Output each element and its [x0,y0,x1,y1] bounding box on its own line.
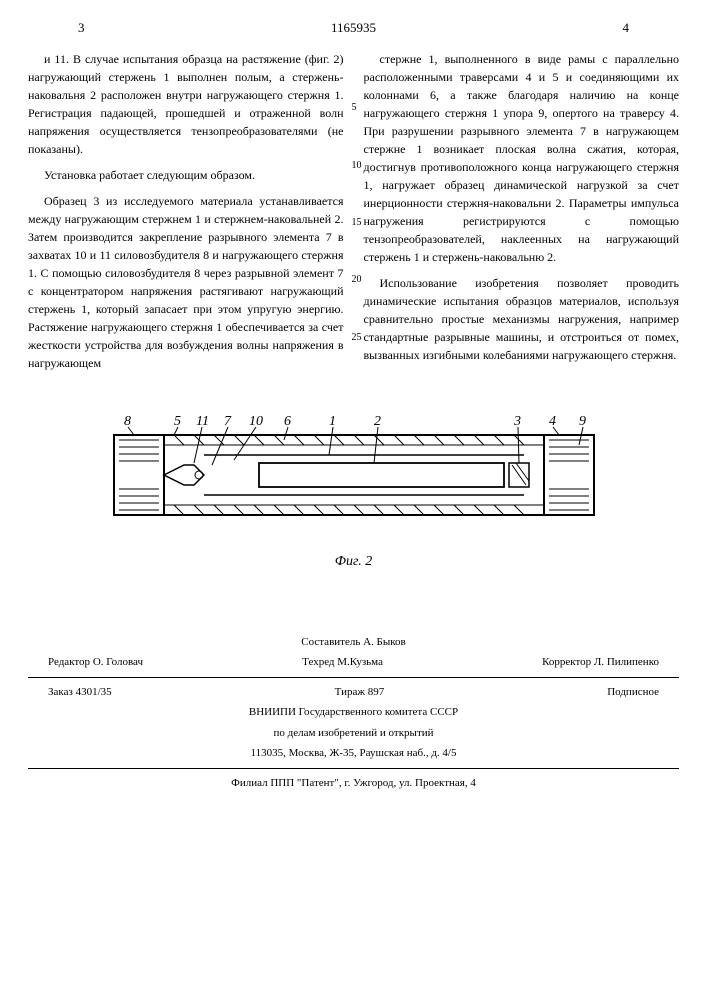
institute-line2: по делам изобретений и открытий [28,723,679,744]
techred-name: М.Кузьма [337,656,383,668]
tirage-label: Тираж [335,686,365,698]
text-columns: и 11. В случае испытания образца на раст… [28,50,679,380]
address: 113035, Москва, Ж-35, Раушская наб., д. … [28,743,679,764]
footer-credits-row: Составитель А. Быков [28,632,679,653]
left-p3: Образец 3 из исследуемого материала уста… [28,192,344,372]
order-cell: Заказ 4301/35 [48,684,112,701]
footer: Составитель А. Быков Редактор О. Головач… [28,632,679,794]
compiler-label: Составитель [301,636,360,648]
editor-name: О. Головач [93,656,143,668]
fig-label-8: 8 [124,414,131,429]
fig-label-4: 4 [549,414,556,429]
compiler-name: А. Быков [363,636,406,648]
figure-container: 8 5 11 7 10 6 1 2 3 4 9 Фиг. 2 [28,405,679,572]
fig-label-11: 11 [196,414,209,429]
left-p1: и 11. В случае испытания образца на раст… [28,50,344,158]
patent-number: 1165935 [85,18,623,38]
corrector-label: Корректор [542,656,591,668]
corrector-cell: Корректор Л. Пилипенко [542,654,659,671]
fig-label-6: 6 [284,414,291,429]
tirage-number: 897 [368,686,385,698]
corrector-name: Л. Пилипенко [594,656,659,668]
fig-label-5: 5 [174,414,181,429]
right-column: 5 10 15 20 25 стержне 1, выполненного в … [364,50,680,380]
compiler-cell: Составитель А. Быков [301,634,405,651]
line-number-10: 10 [352,158,362,173]
tirage-cell: Тираж 897 [335,684,385,701]
divider-1 [28,677,679,678]
figure-2-diagram: 8 5 11 7 10 6 1 2 3 4 9 [84,405,624,540]
right-page-number: 4 [623,18,630,38]
line-number-25: 25 [352,330,362,345]
right-p1: стержне 1, выполненного в виде рамы с па… [364,50,680,266]
fig-label-1: 1 [329,414,336,429]
footer-order-row: Заказ 4301/35 Тираж 897 Подписное [28,682,679,703]
fig-label-10: 10 [249,414,263,429]
order-label: Заказ [48,686,73,698]
editor-cell: Редактор О. Головач [48,654,143,671]
line-number-15: 15 [352,215,362,230]
fig-label-7: 7 [224,414,232,429]
techred-cell: Техред М.Кузьма [302,654,383,671]
order-number: 4301/35 [76,686,112,698]
line-number-20: 20 [352,272,362,287]
footer-credits-row-2: Редактор О. Головач Техред М.Кузьма Корр… [28,652,679,673]
fig-label-3: 3 [513,414,521,429]
line-number-5: 5 [352,100,357,115]
editor-label: Редактор [48,656,90,668]
right-p2: Использование изобретения позволяет пров… [364,274,680,364]
figure-caption: Фиг. 2 [28,551,679,572]
left-p2: Установка работает следующим образом. [28,166,344,184]
branch: Филиал ППП "Патент", г. Ужгород, ул. Про… [28,773,679,794]
divider-2 [28,768,679,769]
fig-label-9: 9 [579,414,586,429]
subscription: Подписное [607,684,659,701]
page-header: 3 1165935 4 [28,18,679,38]
fig-label-2: 2 [374,414,381,429]
left-column: и 11. В случае испытания образца на раст… [28,50,344,380]
techred-label: Техред [302,656,334,668]
institute: ВНИИПИ Государственного комитета СССР [28,702,679,723]
